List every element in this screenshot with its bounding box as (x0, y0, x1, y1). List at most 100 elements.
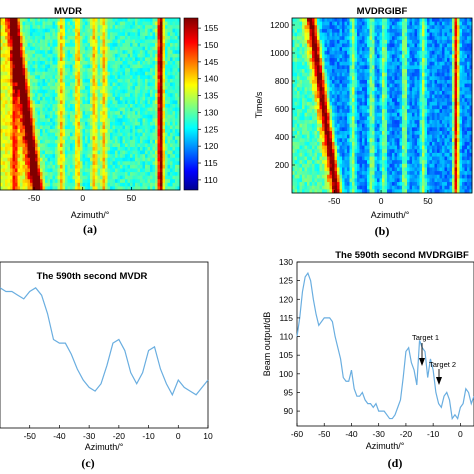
heatmap-cell (90, 39, 93, 44)
heatmap-cell (160, 150, 163, 155)
heatmap-cell (165, 111, 168, 116)
heatmap-cell (357, 90, 360, 95)
heatmap-cell (464, 54, 468, 59)
heatmap-cell (367, 79, 370, 85)
heatmap-cell (177, 68, 181, 73)
heatmap-cell (462, 36, 465, 41)
heatmap-cell (40, 78, 43, 83)
heatmap-cell (404, 65, 408, 70)
heatmap-cell (175, 28, 178, 33)
heatmap-cell (50, 121, 53, 126)
heatmap-cell (459, 32, 463, 37)
heatmap-cell (45, 28, 48, 33)
heatmap-cell (452, 65, 455, 70)
heatmap-cell (127, 68, 131, 73)
heatmap-cell (70, 172, 73, 177)
heatmap-cell (97, 93, 101, 98)
heatmap-cell (175, 147, 178, 151)
heatmap-cell (349, 90, 353, 95)
heatmap-cell (70, 143, 73, 148)
heatmap-cell (437, 36, 440, 41)
heatmap-cell (82, 61, 86, 65)
heatmap-cell (87, 78, 91, 83)
heatmap-cell (429, 61, 433, 66)
heatmap-cell (102, 35, 106, 40)
heatmap-cell (379, 18, 383, 23)
heatmap-cell (70, 121, 73, 126)
heatmap-cell (87, 182, 91, 187)
heatmap-cell (447, 61, 450, 66)
heatmap-cell (7, 50, 11, 55)
heatmap-cell (17, 39, 21, 44)
heatmap-cell (27, 139, 31, 144)
heatmap-cell (304, 72, 308, 77)
heatmap-cell (414, 76, 418, 81)
heatmap-cell (147, 136, 151, 141)
heatmap-cell (55, 28, 58, 33)
heatmap-cell (429, 65, 433, 70)
heatmap-cell (407, 83, 410, 88)
heatmap-cell (120, 107, 123, 112)
heatmap-cell (142, 164, 146, 169)
heatmap-cell (334, 47, 338, 52)
heatmap-cell (85, 186, 88, 191)
heatmap-cell (140, 75, 143, 80)
heatmap-cell (337, 90, 340, 95)
heatmap-cell (105, 57, 108, 62)
heatmap-cell (362, 54, 365, 59)
heatmap-cell (384, 72, 388, 77)
heatmap-cell (82, 125, 86, 130)
heatmap-cell (0, 107, 3, 112)
heatmap-cell (177, 157, 181, 162)
heatmap-cell (107, 172, 111, 177)
heatmap-cell (447, 28, 450, 33)
heatmap-cell (130, 114, 133, 119)
heatmap-cell (65, 68, 68, 73)
heatmap-cell (42, 121, 46, 126)
heatmap-cell (7, 157, 11, 162)
heatmap-cell (2, 39, 6, 44)
heatmap-cell (147, 93, 151, 98)
heatmap-cell (40, 82, 43, 87)
heatmap-cell (77, 68, 81, 73)
heatmap-cell (165, 71, 168, 76)
heatmap-cell (317, 83, 320, 88)
heatmap-cell (92, 125, 96, 130)
heatmap-cell (45, 125, 48, 130)
heatmap-cell (347, 65, 350, 70)
heatmap-cell (80, 161, 83, 166)
heatmap-cell (125, 96, 128, 101)
heatmap-cell (172, 150, 176, 155)
heatmap-cell (35, 132, 38, 137)
heatmap-cell (170, 172, 173, 177)
heatmap-cell (172, 114, 176, 119)
heatmap-cell (112, 175, 116, 180)
heatmap-cell (120, 35, 123, 40)
heatmap-cell (90, 68, 93, 73)
heatmap-cell (52, 175, 56, 180)
heatmap-cell (32, 32, 36, 37)
heatmap-cell (132, 78, 136, 83)
heatmap-cell (412, 21, 415, 26)
heatmap-cell (25, 46, 28, 51)
heatmap-cell (145, 172, 148, 177)
heatmap-cell (10, 18, 13, 22)
heatmap-cell (97, 100, 101, 105)
heatmap-cell (419, 25, 423, 30)
heatmap-cell (17, 168, 21, 173)
heatmap-cell (122, 175, 126, 180)
heatmap-cell (459, 83, 463, 88)
heatmap-cell (137, 35, 141, 40)
heatmap-cell (95, 157, 98, 162)
heatmap-cell (90, 186, 93, 191)
heatmap-cell (112, 104, 116, 108)
heatmap-cell (100, 157, 103, 162)
heatmap-cell (349, 54, 353, 59)
heatmap-cell (105, 118, 108, 123)
heatmap-cell (324, 36, 328, 41)
heatmap-cell (147, 71, 151, 76)
heatmap-cell (125, 43, 128, 48)
heatmap-cell (7, 154, 11, 159)
heatmap-cell (414, 25, 418, 30)
